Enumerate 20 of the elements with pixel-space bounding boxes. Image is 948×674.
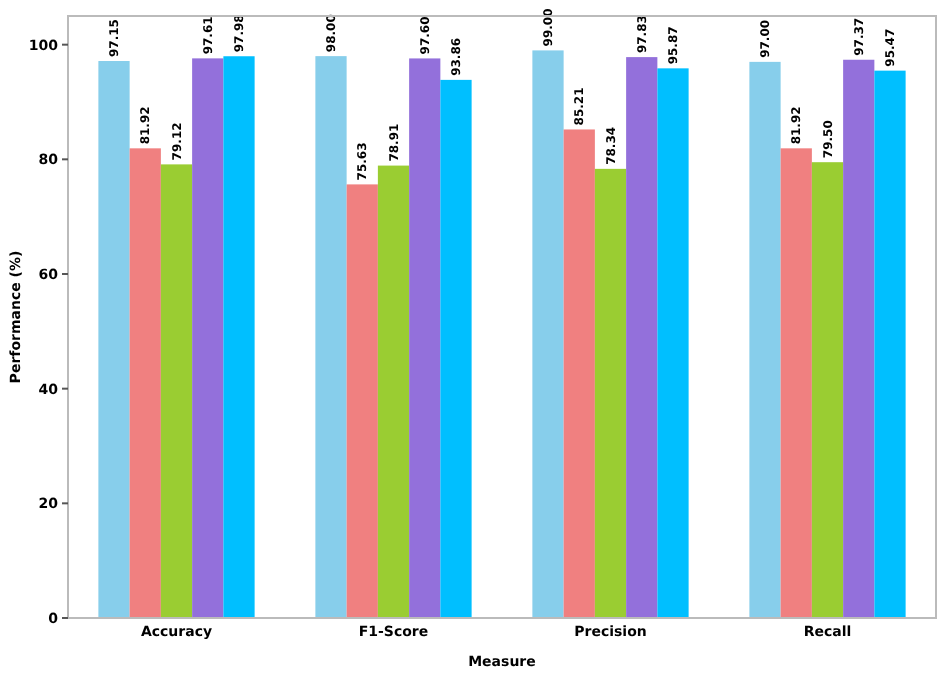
- bar: [223, 56, 255, 618]
- bar: [160, 164, 193, 618]
- bar: [377, 165, 410, 618]
- bar: [563, 129, 595, 618]
- bar: [532, 50, 564, 618]
- bar: [874, 70, 906, 618]
- bar: [315, 56, 347, 618]
- bar: [811, 162, 844, 618]
- bar: [657, 68, 689, 618]
- bar: [440, 79, 472, 618]
- bar: [409, 58, 441, 618]
- bar: [129, 148, 161, 618]
- bar: [98, 61, 130, 618]
- bar: [192, 58, 224, 618]
- bar: [749, 61, 781, 618]
- bar: [843, 59, 875, 618]
- bar: [626, 57, 658, 618]
- bar: [346, 184, 378, 618]
- bar: [594, 168, 627, 618]
- bar: [780, 148, 812, 618]
